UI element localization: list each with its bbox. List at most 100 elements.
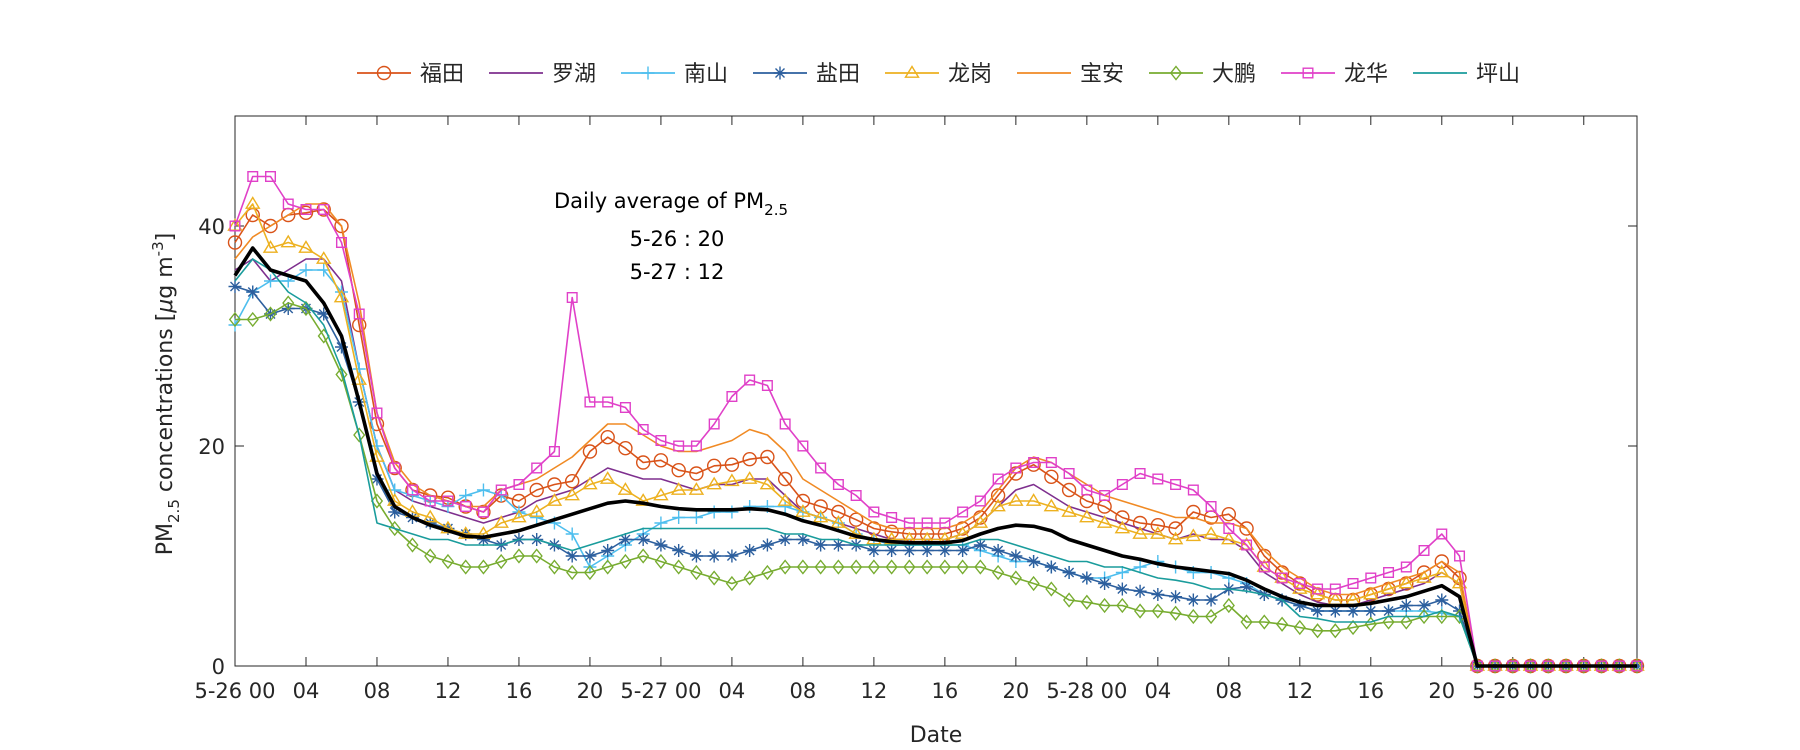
data-point (1063, 468, 1075, 480)
data-point (761, 380, 773, 392)
legend-item: 龙岗 (885, 62, 992, 87)
y-label-pm: PM (153, 523, 178, 555)
y-label-exp: -3 (149, 241, 167, 256)
data-point (1400, 561, 1412, 573)
data-point (725, 575, 739, 592)
data-point (1115, 510, 1130, 525)
data-point (1025, 493, 1042, 506)
data-point (690, 564, 703, 581)
data-point (334, 340, 348, 354)
data-point (315, 251, 332, 264)
data-point (477, 559, 490, 575)
x-tick-label: 5-26 00 (1472, 679, 1553, 703)
data-point (777, 493, 793, 506)
data-point (351, 372, 367, 385)
data-point (1096, 515, 1113, 528)
data-point (653, 487, 669, 501)
legend-item: 宝安 (1017, 62, 1124, 87)
data-point (992, 473, 1004, 485)
data-point (1364, 604, 1378, 618)
data-point (511, 509, 527, 523)
data-point (618, 533, 632, 546)
legend-item: 福田 (357, 62, 464, 87)
data-point (1045, 457, 1057, 469)
data-point (442, 495, 454, 507)
data-point (867, 559, 880, 575)
data-point (743, 570, 756, 586)
data-point (583, 549, 597, 563)
x-tick-label: 04 (719, 679, 746, 703)
data-point (1132, 526, 1148, 539)
axis-ticks (234, 116, 1637, 667)
y-tick-labels: 0 20 40 (198, 215, 225, 679)
data-point (868, 506, 880, 518)
x-tick-label: 5-27 00 (620, 679, 701, 703)
data-point (672, 559, 685, 575)
data-point (991, 544, 1005, 557)
data-point (602, 396, 614, 408)
data-point (1363, 586, 1379, 600)
data-point (582, 476, 598, 490)
data-point (424, 495, 436, 507)
data-point (440, 520, 456, 534)
data-point (1435, 606, 1449, 620)
data-point (1061, 504, 1077, 517)
data-point (298, 240, 314, 253)
data-point (1027, 555, 1041, 568)
x-tick-label: 04 (1144, 679, 1171, 703)
x-tick-label: 16 (506, 679, 533, 703)
data-point (441, 553, 455, 570)
chart-legend: 福田 罗湖 南山 盐田 龙岗 宝安 大鹏 龙华 坪山 (357, 62, 1520, 87)
data-point (245, 196, 261, 209)
annotation-line-2: 5-27 : 12 (630, 260, 725, 284)
data-point (476, 483, 490, 497)
series-line (234, 203, 1637, 667)
data-point (565, 549, 579, 563)
data-point (477, 506, 489, 518)
data-point (1151, 603, 1164, 619)
series-9 (233, 246, 1637, 668)
data-point (1311, 623, 1324, 639)
data-point (1045, 581, 1058, 597)
data-point (885, 544, 899, 557)
data-point (582, 444, 598, 459)
data-point (707, 505, 721, 519)
x-tick-label: 08 (790, 679, 817, 703)
legend-item: 南山 (621, 62, 728, 87)
data-point (850, 490, 862, 502)
data-point (531, 462, 543, 474)
data-point (1186, 593, 1200, 607)
x-tick-label: 08 (364, 679, 391, 703)
data-point (227, 235, 243, 250)
data-point (1383, 567, 1395, 579)
data-point (1613, 658, 1626, 674)
data-point (565, 527, 579, 541)
y-label-close: ] (153, 233, 178, 242)
data-point (974, 495, 986, 507)
data-point (670, 482, 687, 495)
data-point (1241, 539, 1253, 551)
legend-item: 龙华 (1281, 62, 1388, 87)
series-4 (227, 196, 1645, 671)
data-point (406, 484, 418, 496)
data-point (566, 564, 579, 581)
data-point (263, 218, 278, 234)
data-point (1187, 484, 1199, 496)
data-point (318, 203, 330, 215)
legend-item: 坪山 (1413, 62, 1520, 87)
data-point (1382, 604, 1396, 618)
data-point (1062, 566, 1076, 579)
data-point (1258, 614, 1271, 630)
data-point (655, 435, 667, 447)
data-point (635, 455, 651, 470)
annotation-title: Daily average of PM2.5 (554, 189, 788, 219)
data-point (264, 170, 276, 182)
legend-swatch-marker (1169, 65, 1183, 81)
data-point (548, 559, 561, 575)
data-point (653, 453, 669, 468)
data-point (546, 493, 563, 506)
data-point (370, 493, 384, 509)
data-point (1595, 658, 1608, 674)
y-label-unit: g m (153, 256, 178, 298)
annotation-line-1: 5-26 : 20 (630, 227, 725, 251)
